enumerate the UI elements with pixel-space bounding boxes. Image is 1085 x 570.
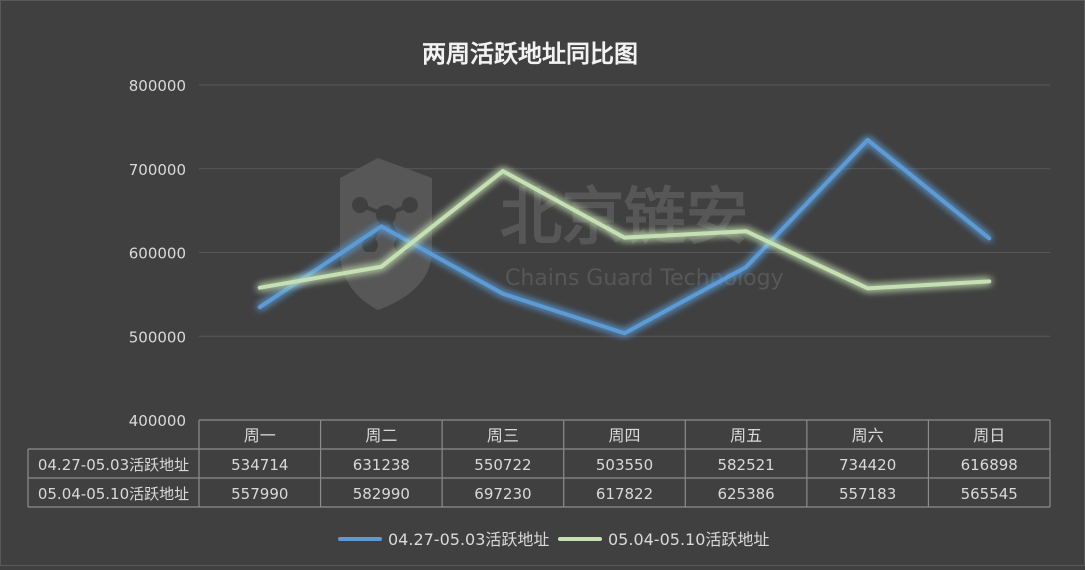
y-tick-label: 400000 — [129, 412, 186, 430]
y-tick-label: 700000 — [129, 161, 186, 179]
table-cell: 625386 — [717, 485, 774, 503]
x-category-label: 周一 — [244, 426, 276, 445]
table-cell: 734420 — [839, 456, 896, 474]
x-category-label: 周四 — [608, 426, 640, 445]
table-cell: 631238 — [353, 456, 410, 474]
table-cell: 550722 — [474, 456, 531, 474]
table-cell: 565545 — [961, 485, 1018, 503]
y-tick-label: 800000 — [129, 77, 186, 95]
table-cell: 616898 — [961, 456, 1018, 474]
x-category-label: 周六 — [852, 426, 884, 445]
y-tick-label: 600000 — [129, 245, 186, 263]
table-cell: 617822 — [596, 485, 653, 503]
table-cell: 582990 — [353, 485, 410, 503]
table-cell: 557990 — [231, 485, 288, 503]
table-cell: 534714 — [231, 456, 288, 474]
table-cell: 503550 — [596, 456, 653, 474]
legend-label: 04.27-05.03活跃地址 — [388, 530, 549, 549]
chart-title: 两周活跃地址同比图 — [422, 40, 638, 68]
x-category-label: 周五 — [730, 426, 762, 445]
legend-label: 05.04-05.10活跃地址 — [608, 530, 769, 549]
x-category-label: 周三 — [487, 426, 519, 445]
table-cell: 557183 — [839, 485, 896, 503]
table-row-label: 05.04-05.10活跃地址 — [38, 485, 189, 503]
table-cell: 697230 — [474, 485, 531, 503]
table-row-label: 04.27-05.03活跃地址 — [38, 456, 189, 474]
x-category-label: 周日 — [973, 426, 1005, 445]
table-cell: 582521 — [717, 456, 774, 474]
y-tick-label: 500000 — [129, 328, 186, 346]
x-category-label: 周二 — [365, 426, 397, 445]
